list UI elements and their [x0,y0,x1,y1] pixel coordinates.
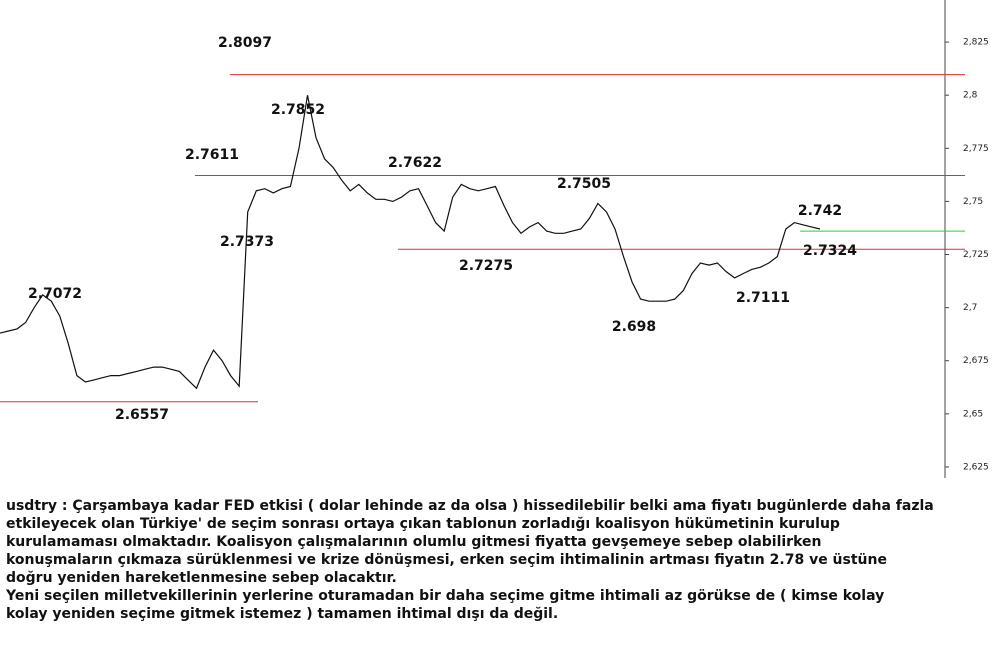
commentary: usdtry : Çarşambaya kadar FED etkisi ( d… [6,497,996,623]
commentary-line: usdtry : Çarşambaya kadar FED etkisi ( d… [6,498,934,514]
price-annotation: 2.742 [798,203,842,219]
price-line [0,95,821,390]
y-tick-label: 2,675 [963,356,989,366]
y-tick-label: 2,625 [963,462,989,472]
y-tick-label: 2,65 [963,409,983,419]
price-annotation: 2.698 [612,319,656,335]
commentary-line: kurulamaması olmaktadır. Koalisyon çalış… [6,534,822,550]
commentary-line: doğru yeniden hareketlenmesine sebep ola… [6,570,397,586]
y-tick-label: 2,8 [963,91,978,101]
y-tick-label: 2,775 [963,144,989,154]
price-annotation: 2.7275 [459,258,513,274]
price-annotation: 2.7373 [220,234,274,250]
commentary-line: kolay yeniden seçime gitmek istemez ) ta… [6,606,559,622]
price-annotation: 2.7324 [803,243,857,259]
y-tick-label: 2,75 [963,197,983,207]
price-annotation: 2.7611 [185,147,239,163]
chart: 2,625 2,65 2,675 2,7 2,725 2,75 2,775 2,8 2,825 2… [0,0,989,478]
commentary-line: Yeni seçilen milletvekillerinin yerlerin… [6,588,885,604]
price-annotation: 2.6557 [115,407,169,423]
price-annotation: 2.7852 [271,102,325,118]
price-annotation: 2.7505 [557,176,611,192]
price-annotation: 2.7622 [388,155,442,171]
y-tick-label: 2,825 [963,38,989,48]
y-tick-label: 2,725 [963,250,989,260]
commentary-line: etkileyecek olan Türkiye' de seçim sonra… [6,516,840,532]
price-annotation: 2.8097 [218,35,272,51]
price-annotation: 2.7072 [28,286,82,302]
commentary-line: konuşmaların çıkmaza sürüklenmesi ve kri… [6,552,887,568]
price-annotation: 2.7111 [736,290,790,306]
y-tick-label: 2,7 [963,303,977,313]
